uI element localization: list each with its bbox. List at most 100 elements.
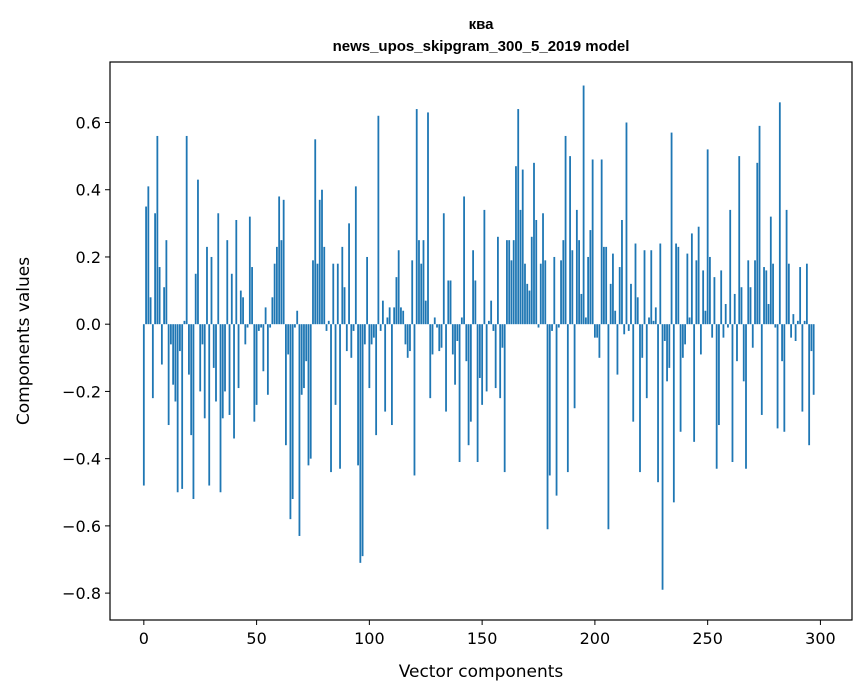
bar: [248, 216, 251, 325]
bar: [792, 314, 795, 325]
bar: [794, 324, 797, 341]
bar: [718, 324, 720, 426]
bar: [733, 293, 736, 325]
bar: [411, 260, 414, 325]
y-tick-label: 0.4: [76, 181, 101, 200]
bar: [397, 250, 400, 325]
bar: [715, 324, 718, 469]
bar: [785, 209, 788, 325]
bar: [237, 324, 240, 389]
bar: [199, 324, 202, 392]
bar: [151, 324, 154, 399]
bar: [251, 267, 253, 325]
bar: [215, 324, 217, 402]
bar: [645, 324, 648, 399]
bar: [621, 219, 623, 325]
bar: [751, 324, 754, 348]
bar: [285, 324, 287, 446]
bar: [224, 324, 226, 392]
bar: [242, 297, 244, 325]
bar: [456, 324, 459, 341]
bar: [542, 213, 544, 325]
bar: [239, 290, 242, 325]
bar: [323, 246, 326, 325]
bar: [742, 324, 745, 382]
bar: [799, 267, 802, 325]
bar: [266, 324, 269, 395]
bar: [616, 324, 619, 375]
bar: [553, 256, 556, 325]
bar: [312, 260, 314, 325]
bar: [260, 324, 262, 328]
bar: [147, 186, 150, 325]
bar: [738, 156, 741, 325]
bar: [650, 250, 653, 325]
bar: [197, 179, 199, 325]
bar: [415, 109, 418, 325]
bar: [724, 304, 727, 325]
bar: [221, 324, 224, 419]
bar: [512, 240, 515, 325]
bar: [174, 324, 177, 402]
bar: [294, 324, 296, 328]
bar: [632, 324, 635, 422]
bar: [438, 324, 441, 352]
bar: [614, 310, 617, 325]
bar: [630, 283, 632, 325]
y-tick-label: 0.6: [76, 114, 101, 133]
bar: [537, 324, 540, 328]
bar: [580, 293, 583, 325]
bar: [334, 324, 337, 405]
bar: [474, 280, 477, 325]
bar: [352, 324, 355, 331]
bar: [652, 320, 655, 325]
bar: [605, 246, 608, 325]
bar: [661, 324, 664, 590]
bar: [201, 324, 204, 345]
bar: [666, 324, 668, 382]
bar: [686, 253, 689, 325]
bar: [354, 186, 357, 325]
bar: [179, 324, 181, 352]
bar: [573, 324, 576, 409]
bar: [424, 300, 427, 325]
bar: [747, 260, 750, 325]
bar: [327, 320, 330, 325]
bar: [677, 246, 680, 325]
bar: [467, 324, 470, 446]
bar: [300, 324, 303, 395]
bar: [370, 324, 373, 345]
bar: [307, 324, 310, 466]
bar: [578, 240, 580, 325]
bar: [722, 324, 725, 338]
bar: [235, 219, 238, 325]
bar: [539, 263, 542, 325]
bar: [618, 267, 621, 325]
bar: [303, 324, 305, 389]
bar: [393, 307, 396, 325]
bar: [386, 317, 389, 325]
bar: [160, 324, 163, 365]
bar: [535, 219, 538, 325]
bar: [280, 240, 283, 325]
bar: [533, 162, 535, 325]
bar: [566, 324, 569, 473]
bar: [569, 156, 571, 325]
bar: [350, 324, 353, 358]
bar: [431, 324, 434, 355]
bar: [400, 307, 402, 325]
bar: [485, 324, 488, 392]
bar: [524, 263, 526, 325]
bar: [422, 240, 425, 325]
bar: [695, 260, 698, 325]
bar: [659, 243, 662, 325]
chart-title-line2: news_upos_skipgram_300_5_2019 model: [333, 38, 630, 55]
bar: [699, 324, 702, 355]
x-tick-label: 0: [139, 629, 149, 648]
bar: [639, 324, 641, 473]
bar: [736, 324, 738, 362]
x-axis: 0 50 100 150 200 250 300: [139, 620, 836, 648]
bar: [790, 324, 792, 338]
bar: [316, 263, 319, 325]
bar: [607, 324, 610, 530]
